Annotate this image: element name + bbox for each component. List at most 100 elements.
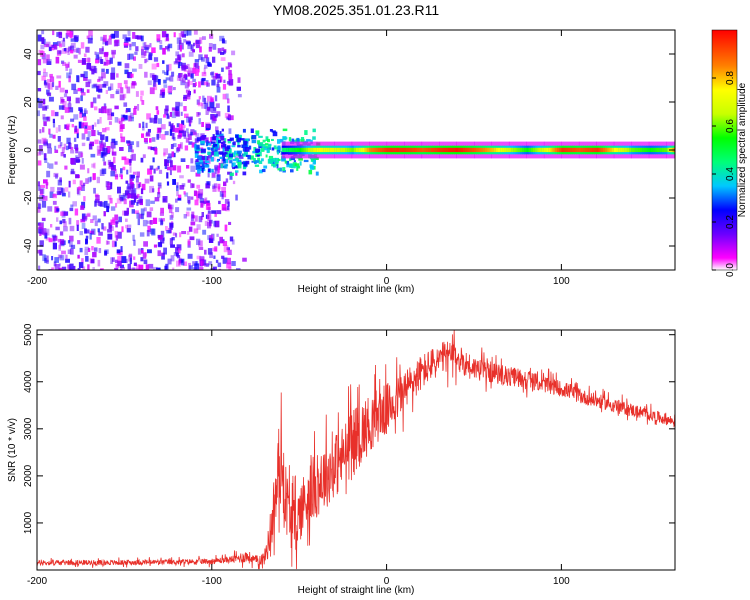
heatmap-cell bbox=[163, 148, 168, 155]
heatmap-cell bbox=[471, 147, 475, 153]
heatmap-cell bbox=[175, 207, 180, 213]
heatmap-cell bbox=[130, 73, 134, 78]
heatmap-cell bbox=[125, 108, 131, 113]
x-tick-label: 100 bbox=[553, 276, 570, 287]
heatmap-cell bbox=[75, 97, 80, 104]
heatmap-cell bbox=[67, 61, 70, 68]
heatmap-cell bbox=[327, 147, 331, 153]
heatmap-cell bbox=[441, 147, 444, 153]
heatmap-cell bbox=[498, 147, 501, 153]
heatmap-cell bbox=[47, 92, 52, 97]
heatmap-cell bbox=[54, 257, 59, 263]
heatmap-cell bbox=[183, 134, 187, 139]
heatmap-cell bbox=[196, 148, 201, 152]
heatmap-cell bbox=[226, 205, 230, 210]
heatmap-cell bbox=[199, 258, 204, 265]
heatmap-cell bbox=[258, 152, 262, 157]
heatmap-cell bbox=[94, 199, 100, 203]
heatmap-cell bbox=[110, 94, 115, 99]
heatmap-cell bbox=[129, 53, 134, 60]
heatmap-cell bbox=[210, 141, 216, 144]
heatmap-cell bbox=[47, 83, 50, 90]
heatmap-cell bbox=[298, 157, 303, 161]
heatmap-cell bbox=[87, 37, 93, 44]
heatmap-cell bbox=[175, 106, 180, 112]
heatmap-cell bbox=[62, 188, 65, 195]
heatmap-cell bbox=[290, 169, 294, 173]
heatmap-cell bbox=[166, 113, 169, 119]
heatmap-cell bbox=[98, 76, 104, 81]
heatmap-cell bbox=[87, 212, 91, 217]
heatmap-cell bbox=[178, 77, 184, 81]
heatmap-cell bbox=[210, 72, 214, 76]
heatmap-cell bbox=[172, 136, 176, 141]
heatmap-cell bbox=[104, 54, 109, 61]
heatmap-cell bbox=[208, 151, 212, 159]
heatmap-cell bbox=[108, 222, 112, 230]
heatmap-cell bbox=[478, 147, 481, 153]
heatmap-cell bbox=[129, 267, 135, 270]
heatmap-cell bbox=[145, 48, 149, 54]
heatmap-cell bbox=[205, 137, 209, 142]
heatmap-cell bbox=[76, 187, 80, 194]
heatmap-cell bbox=[419, 147, 422, 153]
heatmap-cell bbox=[152, 79, 156, 87]
heatmap-cell bbox=[59, 50, 62, 54]
heatmap-cell bbox=[82, 215, 87, 222]
heatmap-cell bbox=[235, 194, 238, 201]
heatmap-cell bbox=[58, 105, 64, 110]
heatmap-cell bbox=[417, 147, 420, 153]
heatmap-cell bbox=[113, 168, 117, 174]
heatmap-cell bbox=[165, 33, 169, 38]
heatmap-cell bbox=[296, 167, 299, 171]
heatmap-cell bbox=[97, 94, 101, 99]
heatmap-cell bbox=[217, 262, 222, 268]
heatmap-cell bbox=[190, 73, 194, 79]
heatmap-cell bbox=[89, 232, 92, 240]
heatmap-cell bbox=[87, 168, 90, 174]
heatmap-cell bbox=[195, 62, 199, 70]
heatmap-cell bbox=[104, 109, 110, 114]
heatmap-cell bbox=[231, 239, 235, 245]
heatmap-cell bbox=[116, 89, 120, 94]
heatmap-cell bbox=[267, 138, 270, 143]
heatmap-cell bbox=[196, 137, 202, 142]
heatmap-cell bbox=[164, 265, 168, 270]
heatmap-cell bbox=[235, 172, 238, 176]
heatmap-cell bbox=[294, 163, 300, 166]
heatmap-cell bbox=[172, 179, 176, 185]
heatmap-cell bbox=[79, 164, 85, 170]
heatmap-cell bbox=[81, 201, 86, 209]
y-tick-label: 4000 bbox=[23, 370, 34, 393]
heatmap-cell bbox=[149, 220, 153, 225]
heatmap-cell bbox=[458, 147, 462, 153]
heatmap-cell bbox=[171, 71, 175, 77]
heatmap-cell bbox=[153, 117, 158, 124]
heatmap-cell bbox=[63, 143, 67, 150]
heatmap-cell bbox=[188, 51, 194, 57]
heatmap-cell bbox=[181, 258, 185, 266]
heatmap-cell bbox=[539, 147, 543, 153]
heatmap-cell bbox=[198, 189, 204, 196]
heatmap-cell bbox=[107, 38, 112, 45]
heatmap-cell bbox=[60, 96, 64, 104]
heatmap-cell bbox=[37, 139, 42, 144]
heatmap-cell bbox=[86, 35, 90, 39]
heatmap-cell bbox=[132, 68, 137, 72]
heatmap-cell bbox=[141, 100, 145, 105]
heatmap-cell bbox=[60, 187, 64, 193]
heatmap-cell bbox=[168, 63, 172, 71]
heatmap-cell bbox=[122, 193, 126, 197]
heatmap-cell bbox=[235, 134, 239, 138]
heatmap-cell bbox=[410, 147, 414, 153]
heatmap-cell bbox=[147, 168, 153, 175]
heatmap-cell bbox=[66, 126, 69, 130]
heatmap-cell bbox=[161, 88, 166, 95]
heatmap-cell bbox=[149, 165, 154, 170]
heatmap-cell bbox=[175, 252, 179, 257]
heatmap-cell bbox=[183, 106, 187, 112]
heatmap-cell bbox=[132, 171, 137, 175]
heatmap-cell bbox=[87, 57, 90, 65]
heatmap-cell bbox=[128, 159, 132, 163]
heatmap-cell bbox=[37, 88, 42, 92]
